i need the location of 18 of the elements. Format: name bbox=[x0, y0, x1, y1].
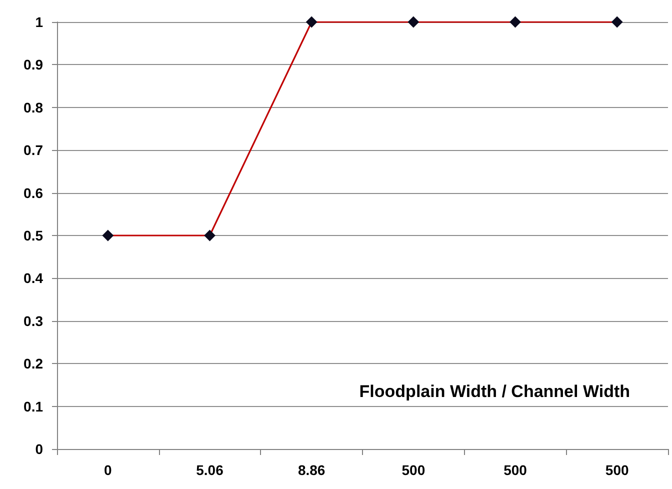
y-tick-label: 1 bbox=[35, 14, 44, 30]
y-tick-label: 0.7 bbox=[24, 142, 44, 158]
y-tick-label: 0.5 bbox=[24, 228, 44, 244]
y-tick-label: 0.9 bbox=[24, 56, 44, 73]
y-tick-label: 0.6 bbox=[24, 184, 44, 201]
x-tick-label: 500 bbox=[504, 462, 528, 478]
x-tick-label: 500 bbox=[402, 462, 426, 478]
x-tick-label: 5.06 bbox=[196, 462, 224, 478]
x-tick-label: 500 bbox=[605, 462, 629, 478]
y-tick-label: 0.4 bbox=[24, 270, 44, 286]
y-tick-label: 0.2 bbox=[24, 356, 44, 372]
x-tick-label: 0 bbox=[104, 462, 112, 478]
x-tick-label: 8.86 bbox=[298, 462, 326, 478]
y-tick-label: 0.8 bbox=[24, 99, 44, 116]
x-axis-title: Floodplain Width / Channel Width bbox=[359, 382, 630, 401]
y-tick-label: 0.1 bbox=[24, 398, 44, 414]
y-tick-label: 0.3 bbox=[24, 312, 44, 329]
y-tick-label: 0 bbox=[35, 441, 44, 457]
